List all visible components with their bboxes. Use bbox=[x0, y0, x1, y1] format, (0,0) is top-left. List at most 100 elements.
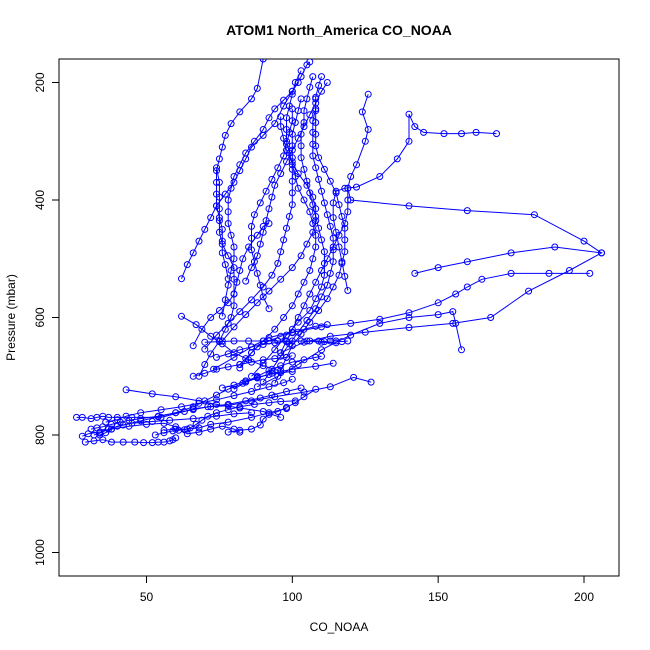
data-point bbox=[248, 95, 255, 103]
data-point bbox=[312, 142, 320, 150]
y-tick-label: 400 bbox=[33, 190, 47, 210]
data-point bbox=[565, 267, 573, 274]
data-point bbox=[344, 337, 352, 345]
data-point bbox=[288, 375, 296, 383]
data-point bbox=[283, 388, 290, 395]
data-point bbox=[230, 243, 238, 251]
data-point bbox=[309, 228, 317, 236]
series-5 bbox=[102, 375, 296, 426]
data-point bbox=[230, 353, 238, 361]
data-point bbox=[189, 403, 197, 411]
data-point bbox=[353, 183, 360, 191]
series-28 bbox=[218, 113, 320, 345]
data-point bbox=[280, 314, 288, 321]
data-point bbox=[277, 170, 285, 178]
data-point bbox=[300, 165, 308, 173]
data-point bbox=[201, 345, 209, 353]
data-point bbox=[198, 325, 206, 333]
data-point bbox=[326, 222, 334, 230]
data-point bbox=[172, 425, 180, 433]
data-point bbox=[160, 426, 168, 434]
data-point bbox=[440, 130, 448, 138]
data-point bbox=[259, 59, 267, 63]
data-point bbox=[242, 355, 250, 363]
data-point bbox=[119, 438, 127, 446]
data-point bbox=[259, 228, 267, 236]
data-point bbox=[248, 143, 255, 151]
data-point bbox=[236, 308, 244, 316]
data-point bbox=[530, 211, 538, 219]
data-point bbox=[300, 123, 308, 131]
data-point bbox=[283, 405, 290, 413]
data-point bbox=[256, 199, 264, 207]
y-axis: 200 400 600 800 1000 bbox=[33, 72, 60, 566]
data-point bbox=[405, 309, 413, 317]
data-point bbox=[323, 79, 331, 86]
data-point bbox=[312, 205, 320, 213]
data-point bbox=[288, 368, 296, 375]
data-point bbox=[268, 271, 276, 279]
data-point bbox=[236, 161, 244, 169]
data-point bbox=[250, 137, 258, 145]
data-point bbox=[326, 177, 334, 185]
data-point bbox=[236, 361, 244, 368]
data-point bbox=[285, 128, 293, 136]
data-point bbox=[236, 404, 244, 412]
data-point bbox=[306, 111, 314, 119]
data-point bbox=[213, 412, 220, 420]
data-point bbox=[393, 155, 401, 163]
data-point bbox=[318, 187, 325, 195]
data-point bbox=[294, 290, 302, 298]
data-point bbox=[291, 399, 299, 407]
data-point bbox=[288, 302, 296, 310]
data-point bbox=[297, 142, 305, 150]
data-point bbox=[277, 275, 285, 283]
data-point bbox=[277, 369, 285, 377]
data-point bbox=[318, 73, 325, 81]
data-point bbox=[294, 184, 302, 192]
data-point bbox=[288, 189, 296, 197]
data-point bbox=[525, 287, 533, 295]
data-point bbox=[253, 373, 261, 381]
data-point bbox=[478, 275, 486, 283]
data-point bbox=[405, 314, 413, 321]
data-point bbox=[329, 214, 337, 222]
data-point bbox=[227, 231, 235, 239]
series-line bbox=[228, 388, 316, 433]
data-point bbox=[256, 281, 264, 289]
data-point bbox=[341, 248, 349, 256]
data-point bbox=[320, 165, 328, 173]
series-37 bbox=[236, 321, 331, 368]
data-point bbox=[341, 272, 349, 280]
data-point bbox=[271, 105, 279, 113]
data-point bbox=[318, 236, 325, 244]
y-tick-label: 1000 bbox=[33, 539, 47, 566]
data-point bbox=[210, 365, 218, 373]
series-34 bbox=[160, 405, 290, 434]
data-point bbox=[268, 175, 276, 183]
data-point bbox=[300, 356, 308, 364]
data-point bbox=[253, 343, 261, 351]
data-point bbox=[312, 107, 320, 115]
data-point bbox=[242, 377, 250, 385]
data-point bbox=[108, 438, 115, 446]
data-point bbox=[172, 393, 180, 401]
data-point bbox=[242, 311, 250, 319]
data-point bbox=[207, 425, 215, 433]
data-point bbox=[358, 108, 366, 116]
data-point bbox=[221, 296, 229, 304]
data-point bbox=[265, 366, 273, 374]
data-point bbox=[294, 314, 302, 321]
x-axis: 50 100 150 200 bbox=[140, 575, 594, 604]
data-point bbox=[207, 314, 215, 321]
data-point bbox=[347, 319, 355, 327]
data-point bbox=[323, 211, 331, 219]
data-point bbox=[507, 269, 515, 277]
data-point bbox=[318, 267, 325, 274]
data-point bbox=[271, 120, 279, 128]
data-point bbox=[204, 403, 212, 411]
data-point bbox=[213, 396, 220, 404]
x-axis-label: CO_NOAA bbox=[310, 620, 369, 634]
data-point bbox=[218, 143, 226, 151]
data-point bbox=[204, 412, 212, 420]
